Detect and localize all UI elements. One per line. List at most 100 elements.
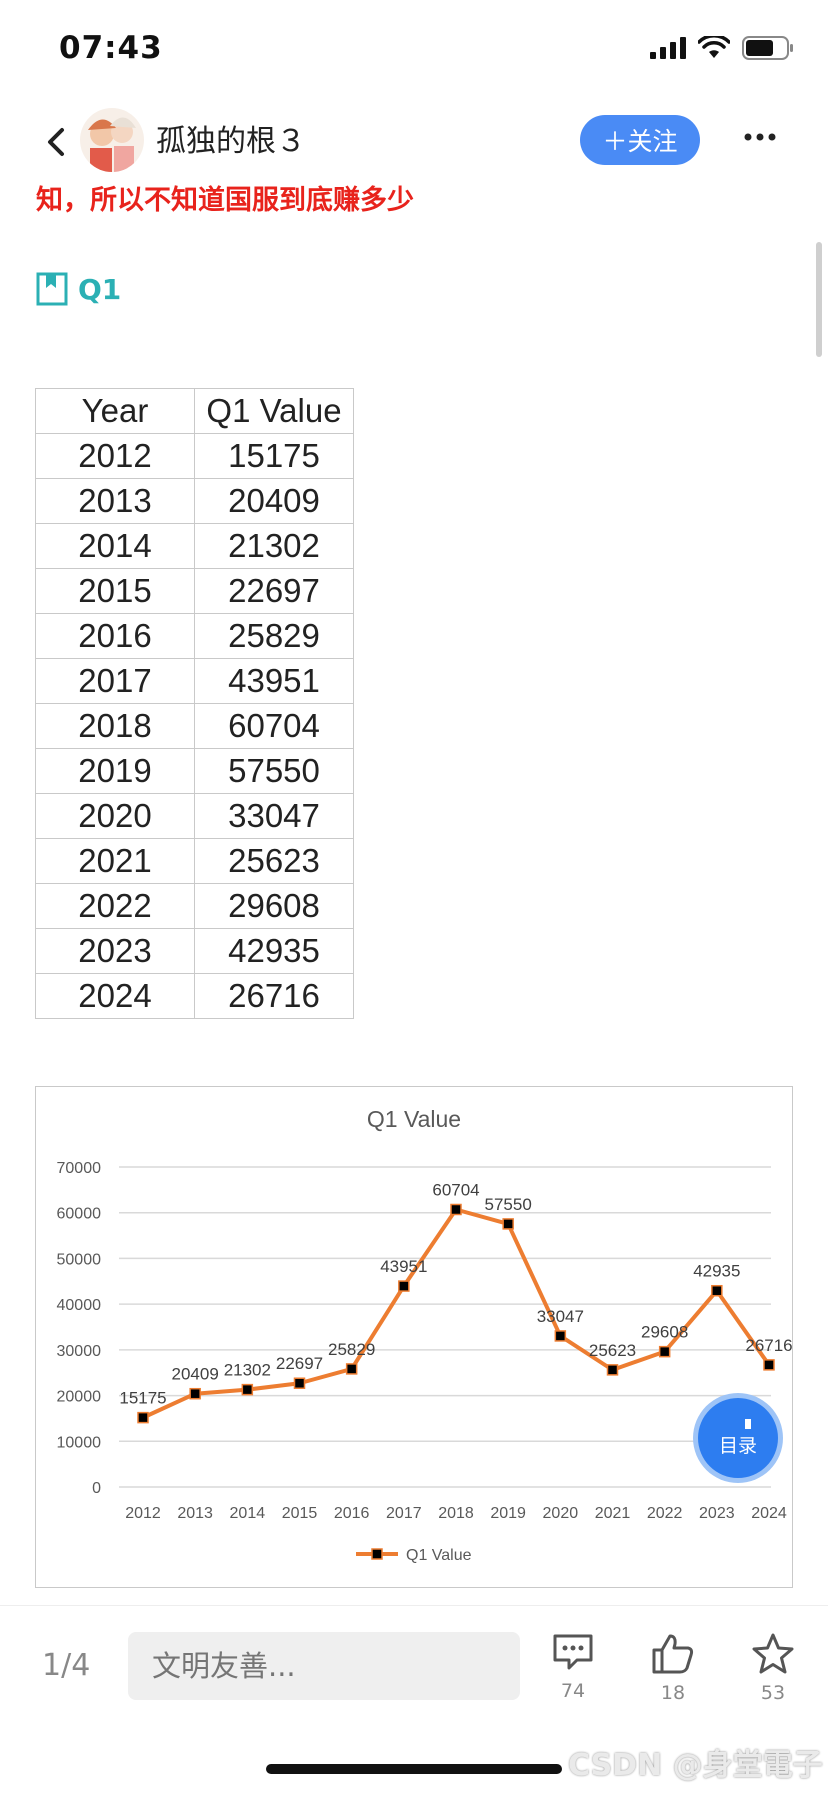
bookmark-icon: [36, 272, 68, 306]
table-row: 2013 20409: [35, 478, 354, 524]
star-icon: [752, 1633, 794, 1674]
battery-icon: [742, 36, 793, 60]
x-tick-label: 2013: [177, 1505, 213, 1522]
table-header-row: Year Q1 Value: [35, 388, 354, 434]
cell-year: 2024: [35, 973, 195, 1019]
table-row: 2020 33047: [35, 793, 354, 839]
x-tick-label: 2019: [490, 1505, 526, 1522]
y-tick-label: 10000: [57, 1434, 102, 1451]
cell-year: 2022: [35, 883, 195, 929]
x-tick-label: 2021: [595, 1505, 631, 1522]
data-point: [189, 1387, 201, 1400]
table-row: 2014 21302: [35, 523, 354, 569]
table-row: 2024 26716: [35, 973, 354, 1019]
x-tick-label: 2022: [647, 1505, 683, 1522]
status-bar: 07:43: [0, 0, 828, 96]
x-tick-label: 2023: [699, 1505, 735, 1522]
page-indicator: 1/4: [42, 1648, 91, 1683]
like-count: 18: [660, 1682, 686, 1704]
like-button[interactable]: 18: [643, 1632, 703, 1704]
table-row: 2023 42935: [35, 928, 354, 974]
cell-year: 2013: [35, 478, 195, 524]
cell-value: 25829: [194, 613, 354, 659]
y-tick-label: 30000: [57, 1343, 102, 1360]
data-point: [711, 1284, 723, 1297]
data-point: [398, 1280, 410, 1292]
cell-value: 29608: [194, 883, 354, 929]
avatar[interactable]: [80, 108, 144, 172]
cell-year: 2023: [35, 928, 195, 974]
cell-year: 2014: [35, 523, 195, 569]
data-point: [137, 1411, 149, 1424]
cell-value: 42935: [194, 928, 354, 974]
comment-input[interactable]: [128, 1632, 520, 1700]
follow-button[interactable]: ＋关注: [580, 115, 700, 165]
cell-value: 21302: [194, 523, 354, 569]
home-indicator[interactable]: [266, 1764, 562, 1774]
x-tick-label: 2020: [543, 1505, 579, 1522]
table-body: 2012 15175 2013 20409 2014 21302 2015 22697 2016…: [35, 433, 354, 1019]
thumbs-up-icon: [652, 1634, 694, 1674]
legend-marker: [371, 1548, 383, 1560]
bottom-bar: 1/4 74 18 53: [0, 1605, 828, 1793]
section-heading: Q1: [36, 272, 121, 306]
y-tick-label: 50000: [57, 1251, 102, 1268]
y-tick-label: 40000: [57, 1297, 102, 1314]
watermark: CSDN @身堂電子: [568, 1748, 823, 1783]
data-label: 57550: [485, 1195, 532, 1214]
table-row: 2012 15175: [35, 433, 354, 479]
back-icon[interactable]: [40, 122, 74, 162]
scrollbar[interactable]: [816, 242, 822, 357]
data-label: 25829: [328, 1340, 375, 1359]
favorite-button[interactable]: 53: [743, 1632, 803, 1704]
data-point: [763, 1359, 775, 1371]
data-label: 60704: [432, 1180, 479, 1199]
line-chart: Q1 Value 0 10000 20000 30000 40000 50000 60000 7…: [35, 1086, 793, 1588]
data-label: 25623: [589, 1341, 636, 1360]
data-point: [241, 1383, 254, 1396]
x-tick-label: 2017: [386, 1505, 422, 1522]
table-row: 2019 57550: [35, 748, 354, 794]
cell-year: 2012: [35, 433, 195, 479]
x-tick-label: 2015: [282, 1505, 318, 1522]
data-label: 43951: [380, 1257, 427, 1276]
table-row: 2015 22697: [35, 568, 354, 614]
table-row: 2022 29608: [35, 883, 354, 929]
table-row: 2021 25623: [35, 838, 354, 884]
data-point: [502, 1218, 514, 1230]
comment-button[interactable]: 74: [543, 1632, 603, 1702]
cell-year: 2016: [35, 613, 195, 659]
column-header-value: Q1 Value: [194, 388, 354, 434]
toc-label: 目录: [718, 1434, 757, 1457]
cell-year: 2017: [35, 658, 195, 704]
cell-year: 2019: [35, 748, 195, 794]
book-icon: [745, 1418, 751, 1429]
data-label: 20409: [172, 1365, 219, 1384]
cell-value: 15175: [194, 433, 354, 479]
chart-svg: Q1 Value 0 10000 20000 30000 40000 50000 60000 7…: [57, 1106, 793, 1564]
cell-value: 43951: [194, 658, 354, 704]
chart-title: Q1 Value: [367, 1106, 461, 1132]
more-icon[interactable]: [743, 130, 777, 144]
y-tick-label: 20000: [57, 1389, 102, 1406]
table-row: 2016 25829: [35, 613, 354, 659]
star-count: 53: [760, 1682, 786, 1704]
author-name[interactable]: 孤独的根３: [156, 124, 306, 159]
data-point: [345, 1363, 358, 1375]
comment-icon: [553, 1634, 593, 1670]
x-tick-label: 2018: [438, 1505, 474, 1522]
column-header-year: Year: [35, 388, 195, 434]
status-time: 07:43: [59, 30, 163, 66]
data-label: 29608: [641, 1323, 688, 1342]
table-row: 2017 43951: [35, 658, 354, 704]
data-point: [606, 1364, 619, 1376]
y-tick-label: 70000: [57, 1160, 102, 1177]
data-label: 33047: [537, 1307, 584, 1326]
legend-label: Q1 Value: [406, 1547, 472, 1564]
x-tick-label: 2012: [125, 1505, 161, 1522]
section-title: Q1: [78, 272, 122, 306]
article-header: 孤独的根３ ＋关注: [0, 100, 828, 180]
cell-year: 2018: [35, 703, 195, 749]
toc-button[interactable]: 目录: [698, 1398, 778, 1478]
data-point: [293, 1377, 306, 1389]
